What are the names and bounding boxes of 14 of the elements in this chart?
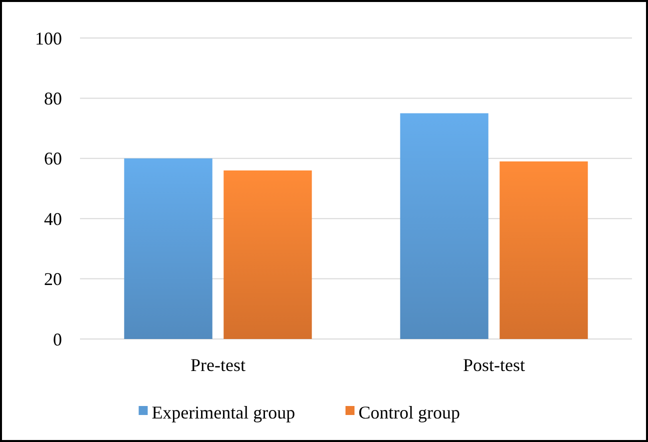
y-tick-label: 0: [53, 329, 62, 350]
bar: [500, 161, 588, 339]
bar: [400, 113, 488, 339]
bar: [224, 170, 312, 339]
legend-label: Control group: [358, 402, 460, 422]
x-tick-label: Pre-test: [190, 355, 246, 375]
legend-label: Experimental group: [152, 402, 296, 422]
y-tick-label: 40: [44, 208, 62, 229]
y-tick-label: 60: [44, 148, 62, 169]
bar: [124, 158, 212, 339]
y-tick-label: 20: [44, 269, 62, 290]
y-tick-label: 100: [35, 28, 62, 48]
x-tick-label: Post-test: [462, 355, 526, 375]
y-tick-label: 80: [44, 88, 62, 108]
